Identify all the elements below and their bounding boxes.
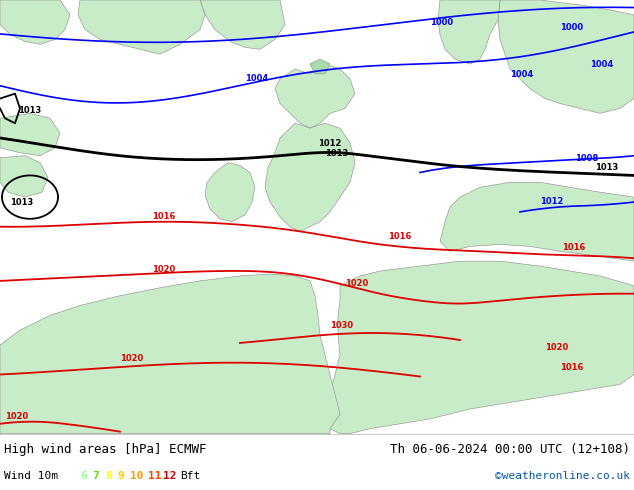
Text: 1013: 1013 bbox=[10, 198, 33, 207]
Text: 1008: 1008 bbox=[575, 154, 598, 163]
Text: 1004: 1004 bbox=[510, 70, 533, 79]
Text: 1016: 1016 bbox=[560, 363, 583, 371]
Text: 1020: 1020 bbox=[120, 354, 143, 363]
Polygon shape bbox=[325, 261, 634, 434]
Text: 1013: 1013 bbox=[325, 149, 348, 158]
Text: 1020: 1020 bbox=[152, 265, 175, 274]
Text: 1020: 1020 bbox=[345, 279, 368, 288]
Text: 1016: 1016 bbox=[562, 244, 585, 252]
Text: 1004: 1004 bbox=[590, 60, 613, 69]
Text: 1013: 1013 bbox=[595, 163, 618, 172]
Text: 1004: 1004 bbox=[245, 74, 268, 83]
Polygon shape bbox=[440, 182, 634, 261]
Text: 1016: 1016 bbox=[388, 232, 411, 242]
Polygon shape bbox=[498, 0, 634, 113]
Text: 1013: 1013 bbox=[18, 106, 41, 115]
Text: 8: 8 bbox=[105, 471, 112, 481]
Polygon shape bbox=[310, 59, 330, 74]
Polygon shape bbox=[265, 123, 355, 232]
Text: 10: 10 bbox=[130, 471, 143, 481]
Text: 1012: 1012 bbox=[318, 139, 341, 148]
Text: 7: 7 bbox=[92, 471, 99, 481]
Polygon shape bbox=[200, 0, 285, 49]
Text: Bft: Bft bbox=[180, 471, 200, 481]
Text: 1016: 1016 bbox=[152, 212, 176, 221]
Polygon shape bbox=[0, 274, 340, 434]
Text: High wind areas [hPa] ECMWF: High wind areas [hPa] ECMWF bbox=[4, 443, 207, 456]
Polygon shape bbox=[0, 156, 48, 197]
Text: ©weatheronline.co.uk: ©weatheronline.co.uk bbox=[495, 471, 630, 481]
Text: 1030: 1030 bbox=[330, 321, 353, 330]
Text: 6: 6 bbox=[80, 471, 87, 481]
Text: 1020: 1020 bbox=[5, 412, 29, 421]
Polygon shape bbox=[0, 113, 60, 156]
Text: 12: 12 bbox=[163, 471, 176, 481]
Polygon shape bbox=[0, 0, 70, 45]
Text: Th 06-06-2024 00:00 UTC (12+108): Th 06-06-2024 00:00 UTC (12+108) bbox=[390, 443, 630, 456]
Text: 1000: 1000 bbox=[430, 18, 453, 26]
Text: 1012: 1012 bbox=[540, 197, 564, 206]
Text: Wind 10m: Wind 10m bbox=[4, 471, 58, 481]
Polygon shape bbox=[205, 163, 255, 222]
Polygon shape bbox=[438, 0, 500, 64]
Text: 9: 9 bbox=[117, 471, 124, 481]
Text: 1000: 1000 bbox=[560, 23, 583, 31]
Text: 1020: 1020 bbox=[545, 343, 568, 352]
Polygon shape bbox=[275, 64, 355, 128]
Polygon shape bbox=[78, 0, 205, 54]
Text: 11: 11 bbox=[148, 471, 162, 481]
